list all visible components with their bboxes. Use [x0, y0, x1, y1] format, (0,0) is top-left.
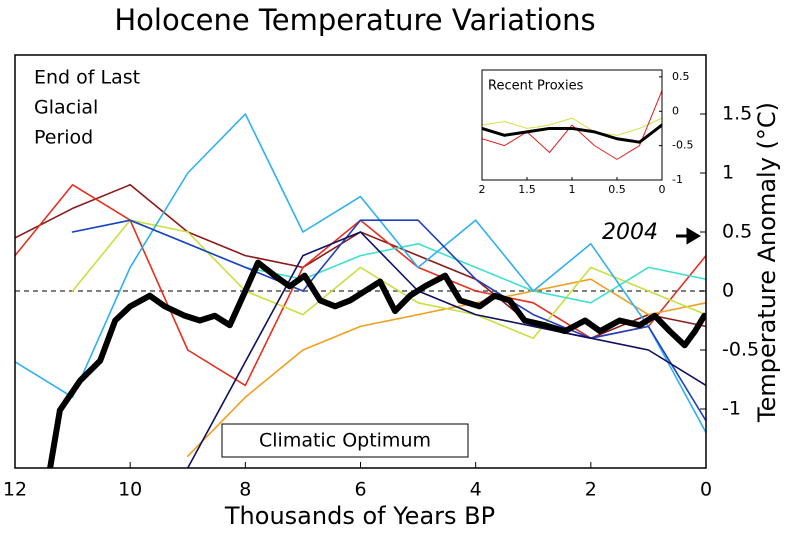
x-axis-label: Thousands of Years BP: [224, 502, 495, 530]
chart-title: Holocene Temperature Variations: [114, 3, 595, 37]
y-tick-label: 0: [722, 280, 734, 302]
series-line: [71, 219, 706, 339]
x-tick-label: 1.5: [518, 183, 536, 196]
arrow: [676, 227, 701, 245]
series-line: [47, 259, 706, 468]
annotation: End of Last: [34, 67, 140, 89]
annotation-box: [221, 423, 469, 458]
y-tick-label: -0.5: [672, 139, 693, 152]
annotation: Period: [34, 127, 93, 149]
x-tick-label: 0: [659, 183, 666, 196]
x-tick-label: 2: [585, 479, 597, 501]
x-tick-label: 4: [470, 479, 482, 501]
x-tick-label: 12: [3, 479, 27, 501]
y-axis-label: Temperature Anomaly (°C): [753, 102, 781, 423]
inset-plot: [482, 90, 662, 160]
y-tick-label: 1.5: [722, 103, 752, 125]
series-line: [186, 231, 706, 468]
series-line: [15, 113, 706, 434]
x-tick-label: 0.5: [608, 183, 626, 196]
series-line: [482, 117, 662, 136]
series-line: [15, 184, 706, 387]
annotation: Glacial: [34, 97, 98, 119]
y-tick-label: 1: [722, 162, 734, 184]
series-line: [482, 90, 662, 160]
y-tick-label: 0.5: [672, 70, 690, 83]
x-tick-label: 2: [479, 183, 486, 196]
annotation: Climatic Optimum: [259, 430, 431, 452]
y-tick-label: 0: [672, 104, 679, 117]
x-tick-label: 10: [118, 479, 142, 501]
y-tick-label: -1: [672, 173, 683, 186]
y-tick-label: -0.5: [722, 339, 759, 361]
annotation: 2004: [602, 220, 658, 245]
x-tick-label: 6: [354, 479, 366, 501]
x-tick-label: 8: [239, 479, 251, 501]
inset-title: Recent Proxies: [488, 79, 584, 94]
y-tick-label: 0.5: [722, 221, 752, 243]
x-tick-label: 0: [700, 479, 712, 501]
x-tick-label: 1: [569, 183, 576, 196]
series-line: [71, 219, 706, 422]
y-tick-label: -1: [722, 398, 741, 420]
series-line: [482, 123, 662, 144]
plot-area: [15, 113, 706, 468]
